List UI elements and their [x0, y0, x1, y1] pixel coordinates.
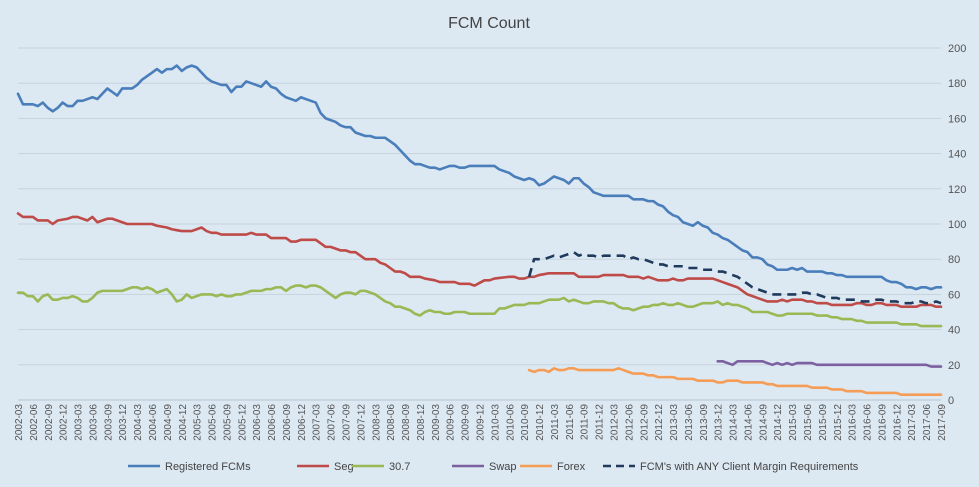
gridlines	[18, 47, 941, 401]
y-tick-label: 0	[948, 395, 954, 407]
x-tick-label: 2010-12	[535, 404, 546, 441]
x-tick-label: 2008-09	[401, 404, 412, 441]
series-line-3	[716, 359, 943, 368]
x-tick-label: 2007-06	[327, 404, 338, 441]
x-tick-label: 2005-09	[222, 404, 233, 441]
x-tick-label: 2008-06	[386, 404, 397, 441]
x-tick-label: 2016-03	[848, 404, 859, 441]
y-tick-label: 120	[948, 184, 966, 196]
x-tick-label: 2006-09	[282, 404, 293, 441]
x-tick-label: 2010-03	[490, 404, 501, 441]
y-tick-label: 60	[948, 289, 960, 301]
x-tick-label: 2003-03	[74, 404, 85, 441]
x-tick-label: 2016-09	[877, 404, 888, 441]
x-tick-label: 2017-09	[937, 404, 948, 441]
x-tick-label: 2013-06	[684, 404, 695, 441]
x-tick-label: 2008-03	[371, 404, 382, 441]
legend-label: Forex	[557, 461, 586, 473]
x-tick-label: 2014-09	[758, 404, 769, 441]
y-tick-label: 100	[948, 219, 966, 231]
y-tick-label: 140	[948, 149, 966, 161]
x-tick-label: 2004-12	[178, 404, 189, 441]
y-tick-label: 20	[948, 360, 960, 372]
x-tick-label: 2003-12	[118, 404, 129, 441]
x-tick-label: 2002-03	[14, 404, 25, 441]
x-tick-label: 2011-03	[550, 404, 561, 440]
x-tick-label: 2015-09	[818, 404, 829, 441]
x-tick-label: 2017-06	[922, 404, 933, 441]
x-tick-label: 2016-06	[863, 404, 874, 441]
x-tick-label: 2005-06	[208, 404, 219, 441]
x-tick-label: 2003-09	[103, 404, 114, 441]
x-tick-label: 2013-09	[699, 404, 710, 441]
x-tick-label: 2013-03	[669, 404, 680, 441]
x-tick-label: 2007-12	[356, 404, 367, 441]
x-tick-label: 2009-03	[431, 404, 442, 441]
x-tick-label: 2017-03	[907, 404, 918, 441]
x-tick-label: 2011-06	[565, 404, 576, 440]
x-tick-label: 2015-12	[833, 404, 844, 441]
x-tick-label: 2006-03	[252, 404, 263, 441]
x-tick-label: 2006-06	[267, 404, 278, 441]
legend-label: 30.7	[389, 461, 410, 473]
x-tick-label: 2005-12	[237, 404, 248, 441]
x-tick-label: 2012-09	[639, 404, 650, 441]
series-line-2	[16, 284, 943, 328]
x-tick-label: 2009-06	[446, 404, 457, 441]
x-tick-label: 2007-03	[312, 404, 323, 441]
legend: Registered FCMs Seg 30.7 Swap Forex FCM's wit…	[128, 461, 859, 473]
x-tick-label: 2011-09	[580, 404, 591, 440]
x-tick-label: 2016-12	[892, 404, 903, 441]
x-tick-label: 2002-09	[44, 404, 55, 441]
y-tick-label: 160	[948, 113, 966, 125]
x-tick-label: 2011-12	[595, 404, 606, 440]
x-tick-label: 2010-06	[505, 404, 516, 441]
legend-label: FCM's with ANY Client Margin Requirement…	[640, 461, 859, 473]
series-line-5	[527, 250, 942, 305]
legend-label: Seg	[334, 461, 354, 473]
x-tick-label: 2014-03	[729, 404, 740, 441]
y-tick-label: 40	[948, 325, 960, 337]
x-tick-label: 2014-12	[773, 404, 784, 441]
x-tick-label: 2010-09	[520, 404, 531, 441]
x-tick-label: 2012-03	[609, 404, 620, 441]
x-tick-label: 2004-06	[148, 404, 159, 441]
x-tick-label: 2007-09	[342, 404, 353, 441]
y-tick-label: 200	[948, 43, 966, 55]
chart-title: FCM Count	[448, 15, 530, 32]
legend-label: Registered FCMs	[165, 461, 251, 473]
x-tick-label: 2015-03	[788, 404, 799, 441]
series-line-0	[16, 64, 943, 291]
series-line-1	[16, 212, 943, 309]
x-tick-label: 2003-06	[88, 404, 99, 441]
series-lines	[16, 64, 943, 397]
x-tick-label: 2004-03	[133, 404, 144, 441]
axes: 0 20 40 60 80 100 120 140 160 180 200 2002-03 2002-0…	[14, 43, 966, 441]
x-tick-label: 2014-06	[743, 404, 754, 441]
x-tick-label: 2008-12	[416, 404, 427, 441]
x-tick-label: 2005-03	[193, 404, 204, 441]
x-tick-label: 2006-12	[297, 404, 308, 441]
y-tick-label: 80	[948, 254, 960, 266]
legend-label: Swap	[489, 461, 517, 473]
x-tick-label: 2009-09	[461, 404, 472, 441]
x-tick-label: 2004-09	[163, 404, 174, 441]
x-tick-label: 2002-06	[29, 404, 40, 441]
y-tick-label: 180	[948, 78, 966, 90]
x-tick-label: 2002-12	[59, 404, 70, 441]
x-tick-label: 2012-12	[654, 404, 665, 441]
series-line-4	[527, 367, 943, 397]
x-tick-label: 2013-12	[714, 404, 725, 441]
x-tick-label: 2012-06	[624, 404, 635, 441]
x-tick-label: 2009-12	[476, 404, 487, 441]
x-tick-label: 2015-06	[803, 404, 814, 441]
